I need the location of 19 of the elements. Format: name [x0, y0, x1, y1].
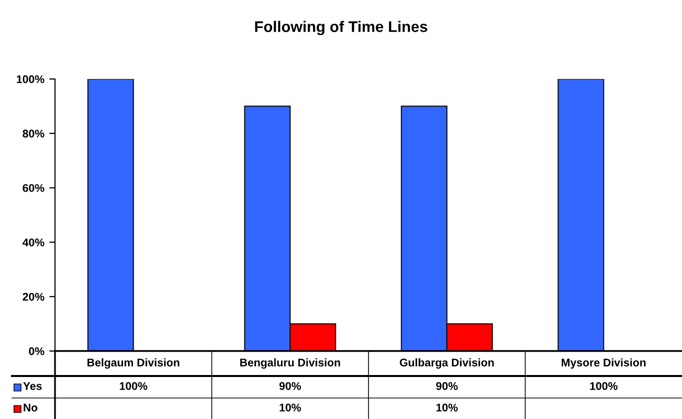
y-tick-label: 0% [28, 347, 44, 356]
data-label: 100% [590, 382, 618, 390]
x-tick-label: Mysore Division [562, 358, 646, 369]
data-label: 90% [436, 382, 458, 390]
data-label: 100% [120, 382, 148, 390]
data-label: 90% [279, 382, 301, 390]
y-tick-label: 40% [22, 238, 44, 246]
legend-label: No [24, 404, 38, 412]
y-tick-label: 60% [22, 184, 44, 192]
legend-label: Yes [23, 382, 42, 390]
y-tick-label: 20% [22, 292, 44, 301]
data-label: 10% [280, 404, 301, 412]
y-tick-label: 80% [22, 130, 44, 138]
data-label: 10% [436, 404, 458, 412]
chart-title: Following of Time Lines [255, 20, 428, 36]
x-tick-label: Belgaum Division [88, 358, 180, 369]
y-tick-label: 100% [16, 75, 44, 84]
x-tick-label: Bengaluru Division [240, 358, 340, 369]
x-tick-label: Gulbarga Division [400, 358, 494, 369]
